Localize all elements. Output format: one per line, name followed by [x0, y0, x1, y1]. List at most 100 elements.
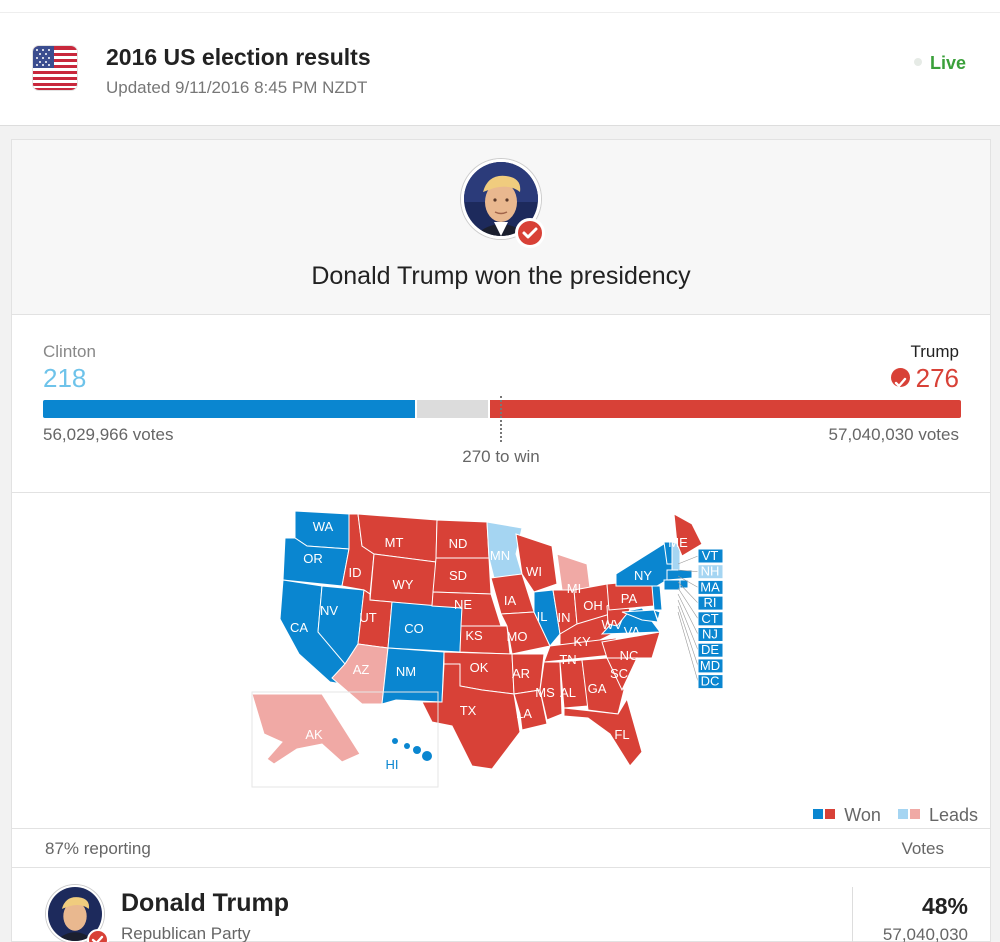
state-label-hi: HI: [386, 757, 399, 772]
legend-won: Won: [844, 805, 881, 825]
state-box-nh[interactable]: [697, 564, 724, 580]
electoral-bar: [43, 400, 961, 418]
state-box-vt[interactable]: [697, 548, 724, 564]
state-label-va: VA: [624, 624, 641, 639]
results-card: Donald Trump won the presidency Clinton …: [11, 139, 991, 942]
state-label-mo: MO: [507, 629, 528, 644]
candidate-check-icon: [87, 929, 109, 942]
callout-line: [677, 555, 699, 565]
state-label-co: CO: [404, 621, 424, 636]
state-label-wa: WA: [313, 519, 334, 534]
state-label-oh: OH: [583, 598, 603, 613]
rep-leads-swatch: [909, 809, 920, 820]
state-label-or: OR: [303, 551, 323, 566]
callout-line: [677, 599, 699, 651]
us-map[interactable]: WA OR CA NV ID MT WY UT AZ CO NM ND SD NE KS OK TX MN IA MO…: [12, 494, 990, 829]
state-ak[interactable]: [251, 693, 361, 765]
state-nj[interactable]: [651, 585, 663, 611]
state-box-ri[interactable]: [697, 595, 724, 611]
trump-electoral-votes-wrap: 276: [890, 363, 959, 394]
results-header-row: 87% reporting Votes: [12, 830, 990, 868]
state-co[interactable]: [387, 601, 463, 653]
state-label-ny: NY: [634, 568, 652, 583]
state-tx[interactable]: [421, 663, 521, 770]
state-hi[interactable]: [392, 738, 398, 744]
state-la[interactable]: [513, 689, 548, 731]
state-label-ri: RI: [704, 595, 717, 610]
state-label-tx: TX: [460, 703, 477, 718]
state-il[interactable]: [533, 589, 561, 647]
trump-electoral-votes: 276: [915, 363, 959, 393]
electoral-map[interactable]: WA OR CA NV ID MT WY UT AZ CO NM ND SD NE KS OK TX MN IA MO…: [12, 494, 990, 829]
callout-line: [677, 587, 699, 619]
state-hi[interactable]: [404, 743, 410, 749]
state-label-mn: MN: [490, 548, 510, 563]
trump-bar-fill: [490, 400, 961, 418]
inset-frame: [251, 691, 439, 788]
state-box-ct[interactable]: [697, 611, 724, 627]
state-hi[interactable]: [413, 746, 421, 754]
state-label-mi: MI: [567, 581, 581, 596]
dem-won-swatch: [813, 809, 824, 820]
trump-popular-votes: 57,040,030 votes: [828, 425, 959, 444]
state-label-nd: ND: [449, 536, 468, 551]
clinton-name: Clinton: [43, 342, 96, 361]
state-label-md: MD: [700, 658, 720, 673]
state-hi[interactable]: [422, 751, 432, 761]
state-md[interactable]: [621, 609, 659, 623]
state-box-md[interactable]: [697, 658, 724, 674]
state-label-tn: TN: [559, 652, 576, 667]
candidate-row[interactable]: Donald Trump Republican Party 48% 57,040…: [12, 869, 990, 942]
callout-line: [677, 605, 699, 666]
state-label-ks: KS: [465, 628, 483, 643]
state-label-me: ME: [668, 535, 688, 550]
candidate-name: Donald Trump: [121, 889, 290, 917]
live-label: Live: [929, 53, 966, 73]
live-indicator[interactable]: Live: [913, 53, 966, 74]
state-nm[interactable]: [381, 647, 445, 705]
state-mo[interactable]: [500, 611, 551, 655]
legend-leads: Leads: [928, 805, 978, 825]
state-label-pa: PA: [621, 591, 638, 606]
state-label-ia: IA: [504, 593, 517, 608]
win-threshold-marker: [500, 396, 502, 442]
state-fl[interactable]: [563, 697, 643, 767]
callout-line: [677, 575, 699, 588]
app-header: 2016 US election results Updated 9/11/20…: [0, 0, 1000, 126]
state-label-ok: OK: [470, 660, 489, 675]
state-label-id: ID: [349, 565, 362, 580]
callout-line: [677, 581, 699, 604]
state-label-vt: VT: [702, 548, 719, 563]
votes-column-header: Votes: [901, 839, 944, 858]
state-ct[interactable]: [663, 579, 681, 591]
live-dot-icon: [913, 58, 922, 67]
state-label-wy: WY: [393, 577, 414, 592]
electoral-tally: Clinton 218 Trump 276 56,029,966 votes 5…: [12, 316, 990, 493]
state-box-ma[interactable]: [697, 579, 724, 595]
state-box-dc[interactable]: [697, 674, 724, 690]
state-ms[interactable]: [539, 661, 563, 721]
state-me[interactable]: [673, 513, 703, 557]
state-label-ak: AK: [305, 727, 323, 742]
state-wi[interactable]: [515, 533, 558, 593]
to-win-label: 270 to win: [462, 447, 540, 466]
winner-panel: Donald Trump won the presidency: [12, 140, 990, 315]
state-nc[interactable]: [601, 631, 661, 659]
winner-headline: Donald Trump won the presidency: [311, 262, 691, 290]
state-label-sd: SD: [449, 568, 467, 583]
bar-separator: [415, 400, 417, 418]
state-label-az: AZ: [353, 662, 370, 677]
state-label-nc: NC: [620, 648, 639, 663]
state-box-de[interactable]: [697, 642, 724, 658]
state-ma[interactable]: [666, 569, 693, 581]
callout-line: [677, 611, 699, 682]
winner-check-icon: [515, 218, 545, 248]
trump-name: Trump: [910, 342, 960, 361]
rep-won-swatch: [825, 809, 836, 820]
state-label-de: DE: [701, 642, 719, 657]
state-label-fl: FL: [614, 727, 629, 742]
state-label-nj: NJ: [702, 627, 718, 642]
state-label-nm: NM: [396, 664, 416, 679]
state-box-nj[interactable]: [697, 627, 724, 642]
state-label-ct: CT: [701, 611, 718, 626]
